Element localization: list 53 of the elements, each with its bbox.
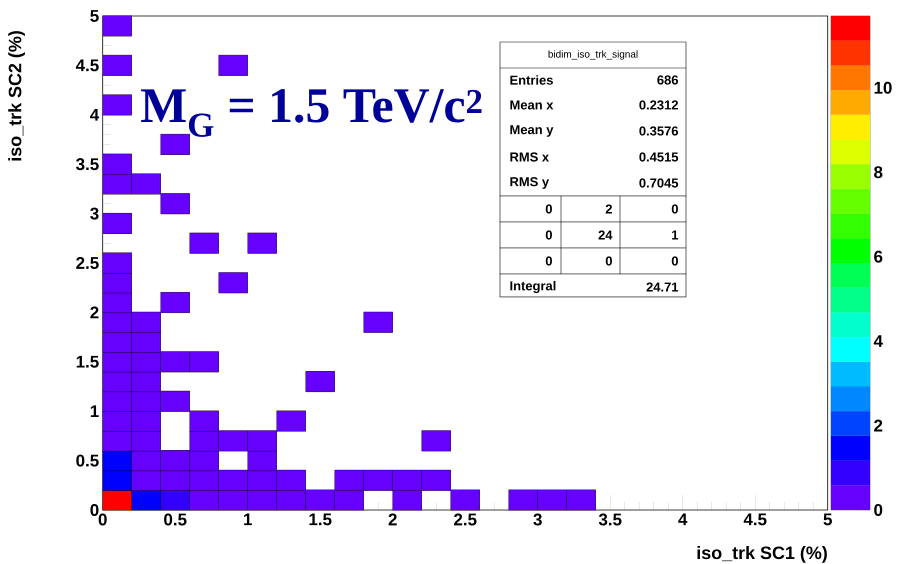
x-tick-label: 2.5: [454, 514, 477, 526]
y-tick-label: 2.5: [76, 256, 99, 269]
y-axis-title: iso_trk SC2 (%): [8, 31, 25, 160]
annotation: 0: [546, 256, 552, 266]
annotation: 2: [606, 204, 612, 214]
annotation: 0.2312: [639, 100, 678, 110]
y-tick-label: 0: [90, 504, 98, 516]
annotation: 0.3576: [639, 126, 678, 136]
x-tick-label: 0: [98, 514, 107, 526]
x-tick-label: 1.5: [310, 514, 332, 526]
x-tick-label: 0.5: [164, 514, 187, 526]
y-tick-label: 5: [90, 10, 99, 22]
annotation: Integral: [510, 280, 556, 294]
color-bar-label: 6: [874, 250, 882, 263]
annotation: Mean y: [510, 125, 554, 137]
color-bar-label: 10: [874, 82, 892, 94]
y-tick-label: 3.5: [76, 158, 99, 170]
x-tick-label: 5: [824, 514, 832, 526]
annotation: M$_{G}$ = 1.5 TeV/c$^{2}$: [141, 89, 482, 137]
annotation: 0.4515: [639, 152, 678, 162]
annotation: Entries: [510, 75, 553, 85]
color-bar-label: 0: [874, 504, 882, 516]
y-tick-label: 0.5: [76, 454, 99, 467]
annotation: 0: [672, 204, 678, 214]
y-tick-label: 4.5: [76, 59, 99, 72]
annotation: RMS x: [510, 152, 549, 162]
color-bar-label: 2: [874, 420, 882, 432]
x-tick-label: 2: [388, 514, 397, 526]
color-bar-label: 4: [874, 335, 883, 347]
annotation: 0.7045: [639, 178, 678, 188]
x-tick-label: 1: [244, 514, 252, 526]
x-axis-title: iso_trk SC1 (%): [698, 546, 827, 563]
y-tick-label: 3: [90, 208, 99, 220]
annotation: bidim_iso_trk_signal: [548, 50, 638, 60]
x-tick-label: 3: [533, 514, 542, 526]
x-tick-label: 4: [678, 514, 688, 526]
annotation: 0: [672, 256, 678, 266]
color-bar-label: 8: [874, 166, 882, 178]
y-tick-label: 2: [90, 306, 99, 318]
y-tick-label: 4: [90, 108, 100, 121]
annotation: RMS y: [510, 177, 550, 189]
x-tick-label: 4.5: [744, 514, 767, 526]
annotation: 24.71: [646, 282, 678, 292]
annotation: 1: [672, 230, 678, 240]
annotation: 0: [606, 256, 612, 266]
annotation: 24: [598, 230, 612, 240]
annotation: 686: [657, 75, 678, 85]
annotation: 0: [546, 230, 552, 240]
x-tick-label: 3.5: [598, 514, 622, 526]
y-tick-label: 1.5: [76, 356, 99, 368]
annotation: Mean x: [510, 100, 554, 110]
annotation: 0: [546, 204, 552, 214]
y-tick-label: 1: [90, 405, 99, 418]
